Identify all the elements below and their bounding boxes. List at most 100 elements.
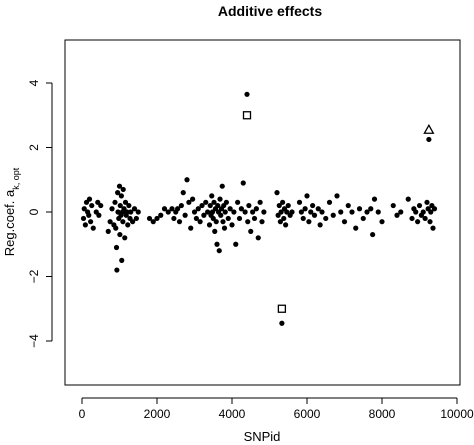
data-point	[353, 225, 359, 231]
data-point	[193, 215, 199, 222]
data-point	[370, 231, 376, 238]
data-point	[251, 215, 258, 222]
data-point	[259, 219, 265, 225]
data-point	[427, 219, 433, 225]
x-tick-label: 2000	[144, 407, 171, 421]
data-point	[150, 219, 156, 225]
data-point	[122, 235, 128, 241]
data-point	[281, 215, 287, 222]
data-point	[394, 212, 400, 218]
data-point	[250, 209, 256, 215]
data-point	[368, 206, 374, 212]
data-point	[107, 219, 113, 225]
data-point	[306, 219, 312, 225]
data-point	[207, 202, 213, 209]
chart-title: Additive effects	[218, 3, 322, 19]
data-point	[317, 222, 323, 228]
y-axis-label-subscript: k, opt	[11, 167, 21, 190]
data-point	[131, 206, 138, 212]
data-point	[217, 196, 223, 202]
data-point	[171, 215, 177, 222]
data-point	[211, 199, 217, 205]
data-point	[135, 209, 141, 215]
data-point	[415, 219, 421, 225]
data-point	[375, 209, 381, 215]
outlier-triangle-marker	[423, 123, 435, 134]
data-point	[105, 228, 111, 234]
x-axis-label: SNPid	[244, 429, 281, 444]
data-point	[430, 225, 436, 231]
data-point	[308, 209, 314, 215]
data-point	[225, 215, 231, 222]
data-point	[184, 177, 190, 183]
data-point	[284, 209, 290, 215]
data-point	[278, 209, 284, 215]
data-point	[120, 186, 126, 193]
data-point	[311, 212, 318, 218]
data-point	[280, 199, 286, 205]
data-point	[218, 212, 224, 218]
data-point	[233, 241, 239, 247]
data-point	[216, 248, 222, 254]
data-point	[416, 202, 423, 209]
data-point	[130, 219, 136, 225]
y-tick-label: −4	[27, 334, 41, 348]
x-tick-label: 0	[79, 407, 86, 421]
data-point	[240, 180, 246, 186]
data-point	[279, 320, 285, 326]
data-point	[248, 228, 254, 234]
data-point	[201, 212, 207, 218]
data-point	[319, 209, 325, 215]
data-point	[154, 215, 160, 222]
data-point	[289, 209, 295, 215]
outlier-square-marker	[242, 111, 252, 120]
x-tick-label: 8000	[369, 407, 396, 421]
data-point	[115, 190, 121, 196]
data-point	[413, 209, 419, 215]
data-point	[379, 219, 385, 225]
data-point	[109, 206, 115, 212]
data-point	[238, 206, 244, 212]
data-point	[330, 212, 336, 218]
data-point	[356, 206, 363, 212]
data-point	[88, 219, 94, 225]
data-point	[112, 199, 118, 205]
y-axis-label: Reg.coef. ak, opt	[2, 167, 21, 256]
data-point	[283, 222, 289, 228]
data-point	[277, 219, 283, 225]
data-point	[315, 206, 321, 212]
data-point	[405, 196, 411, 202]
data-point	[245, 219, 251, 225]
data-point	[190, 196, 196, 202]
data-point	[253, 206, 259, 212]
data-point	[158, 212, 164, 218]
data-point	[178, 202, 184, 209]
data-point	[96, 212, 102, 218]
data-point	[219, 183, 225, 189]
data-point	[122, 199, 129, 205]
data-point	[229, 222, 235, 228]
data-point	[274, 190, 280, 196]
data-point	[98, 202, 104, 209]
data-point	[199, 202, 205, 209]
data-point	[119, 257, 125, 263]
y-tick-label: −2	[27, 269, 41, 283]
data-point	[236, 215, 243, 222]
y-tick-label: 2	[27, 144, 41, 151]
data-point	[206, 222, 213, 228]
data-point	[161, 206, 168, 212]
data-point	[116, 183, 123, 189]
data-point	[428, 209, 434, 215]
data-point	[257, 199, 263, 205]
data-point	[304, 193, 310, 199]
data-point	[420, 209, 426, 215]
data-point	[203, 199, 209, 205]
data-point	[175, 206, 181, 212]
data-point	[86, 212, 92, 218]
data-point	[242, 209, 248, 215]
data-point	[191, 209, 198, 215]
data-point	[349, 209, 355, 215]
x-tick-label: 10000	[440, 407, 474, 421]
data-point	[214, 241, 220, 247]
data-point	[220, 219, 226, 225]
